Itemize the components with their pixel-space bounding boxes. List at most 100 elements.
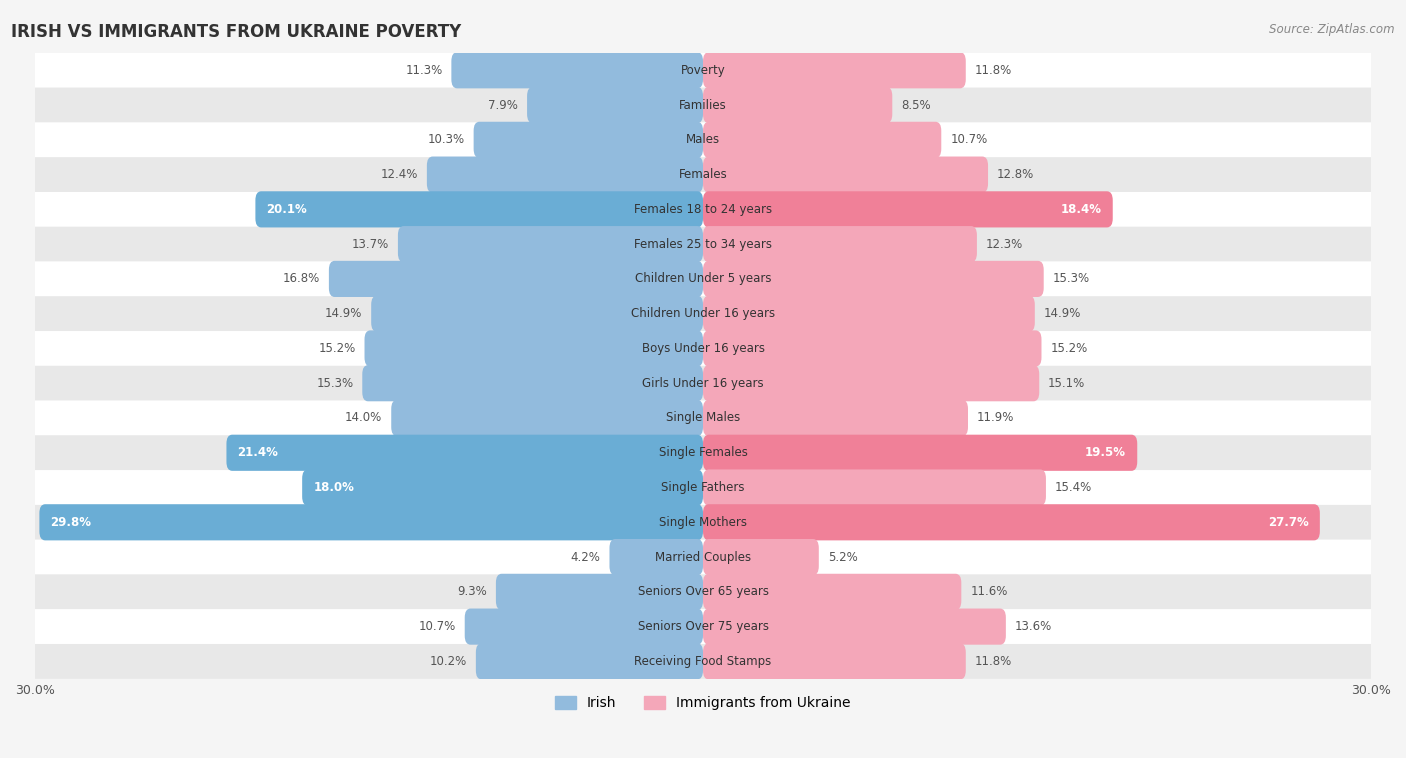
FancyBboxPatch shape [703,574,962,610]
FancyBboxPatch shape [451,52,703,89]
Legend: Irish, Immigrants from Ukraine: Irish, Immigrants from Ukraine [550,691,856,716]
FancyBboxPatch shape [427,156,703,193]
Text: 19.5%: 19.5% [1085,446,1126,459]
Text: 10.7%: 10.7% [950,133,987,146]
FancyBboxPatch shape [35,435,1371,470]
Text: 8.5%: 8.5% [901,99,931,111]
FancyBboxPatch shape [703,156,988,193]
Text: Single Females: Single Females [658,446,748,459]
Text: 12.4%: 12.4% [381,168,418,181]
Text: 10.7%: 10.7% [419,620,456,633]
Text: 12.3%: 12.3% [986,238,1024,251]
FancyBboxPatch shape [35,575,1371,609]
FancyBboxPatch shape [465,609,703,645]
FancyBboxPatch shape [35,262,1371,296]
Text: 16.8%: 16.8% [283,272,321,286]
Text: 15.2%: 15.2% [1050,342,1088,355]
Text: 13.6%: 13.6% [1015,620,1052,633]
FancyBboxPatch shape [35,53,1371,88]
FancyBboxPatch shape [363,365,703,401]
FancyBboxPatch shape [703,644,966,679]
FancyBboxPatch shape [391,400,703,436]
FancyBboxPatch shape [609,539,703,575]
Text: 11.3%: 11.3% [405,64,443,77]
FancyBboxPatch shape [35,192,1371,227]
FancyBboxPatch shape [474,122,703,158]
Text: 15.2%: 15.2% [318,342,356,355]
FancyBboxPatch shape [256,191,703,227]
Text: Females 25 to 34 years: Females 25 to 34 years [634,238,772,251]
Text: 21.4%: 21.4% [238,446,278,459]
Text: Married Couples: Married Couples [655,550,751,563]
Text: 15.3%: 15.3% [1053,272,1090,286]
Text: 18.4%: 18.4% [1060,203,1102,216]
Text: 14.0%: 14.0% [344,412,382,424]
Text: Females 18 to 24 years: Females 18 to 24 years [634,203,772,216]
Text: Poverty: Poverty [681,64,725,77]
FancyBboxPatch shape [398,226,703,262]
Text: 4.2%: 4.2% [571,550,600,563]
Text: 15.1%: 15.1% [1047,377,1085,390]
Text: Seniors Over 65 years: Seniors Over 65 years [637,585,769,598]
Text: Source: ZipAtlas.com: Source: ZipAtlas.com [1270,23,1395,36]
Text: 11.8%: 11.8% [974,655,1012,668]
Text: 9.3%: 9.3% [457,585,486,598]
Text: 15.4%: 15.4% [1054,481,1092,494]
Text: 10.3%: 10.3% [427,133,465,146]
Text: Males: Males [686,133,720,146]
Text: Boys Under 16 years: Boys Under 16 years [641,342,765,355]
Text: Families: Families [679,99,727,111]
Text: Females: Females [679,168,727,181]
FancyBboxPatch shape [703,365,1039,401]
Text: Single Mothers: Single Mothers [659,515,747,529]
FancyBboxPatch shape [703,52,966,89]
Text: Seniors Over 75 years: Seniors Over 75 years [637,620,769,633]
Text: 14.9%: 14.9% [325,307,363,320]
Text: Single Males: Single Males [666,412,740,424]
FancyBboxPatch shape [35,644,1371,678]
Text: 27.7%: 27.7% [1268,515,1309,529]
FancyBboxPatch shape [35,609,1371,644]
Text: 10.2%: 10.2% [430,655,467,668]
Text: 7.9%: 7.9% [488,99,519,111]
FancyBboxPatch shape [35,227,1371,262]
FancyBboxPatch shape [703,400,967,436]
FancyBboxPatch shape [35,296,1371,331]
FancyBboxPatch shape [35,401,1371,435]
FancyBboxPatch shape [703,87,893,123]
FancyBboxPatch shape [703,122,941,158]
FancyBboxPatch shape [364,330,703,367]
FancyBboxPatch shape [703,296,1035,332]
Text: Children Under 5 years: Children Under 5 years [634,272,772,286]
FancyBboxPatch shape [371,296,703,332]
FancyBboxPatch shape [329,261,703,297]
FancyBboxPatch shape [35,331,1371,366]
Text: 15.3%: 15.3% [316,377,353,390]
Text: 13.7%: 13.7% [352,238,389,251]
Text: 20.1%: 20.1% [267,203,308,216]
FancyBboxPatch shape [496,574,703,610]
FancyBboxPatch shape [703,434,1137,471]
FancyBboxPatch shape [703,609,1005,645]
FancyBboxPatch shape [35,366,1371,401]
FancyBboxPatch shape [302,469,703,506]
Text: 12.8%: 12.8% [997,168,1035,181]
Text: 14.9%: 14.9% [1043,307,1081,320]
FancyBboxPatch shape [703,226,977,262]
Text: 11.9%: 11.9% [977,412,1014,424]
Text: Single Fathers: Single Fathers [661,481,745,494]
FancyBboxPatch shape [703,191,1112,227]
Text: Girls Under 16 years: Girls Under 16 years [643,377,763,390]
FancyBboxPatch shape [35,540,1371,575]
FancyBboxPatch shape [35,88,1371,123]
FancyBboxPatch shape [35,123,1371,157]
FancyBboxPatch shape [527,87,703,123]
FancyBboxPatch shape [35,505,1371,540]
FancyBboxPatch shape [703,469,1046,506]
FancyBboxPatch shape [39,504,703,540]
Text: Children Under 16 years: Children Under 16 years [631,307,775,320]
Text: 18.0%: 18.0% [314,481,354,494]
Text: IRISH VS IMMIGRANTS FROM UKRAINE POVERTY: IRISH VS IMMIGRANTS FROM UKRAINE POVERTY [11,23,461,41]
FancyBboxPatch shape [703,539,818,575]
FancyBboxPatch shape [703,504,1320,540]
